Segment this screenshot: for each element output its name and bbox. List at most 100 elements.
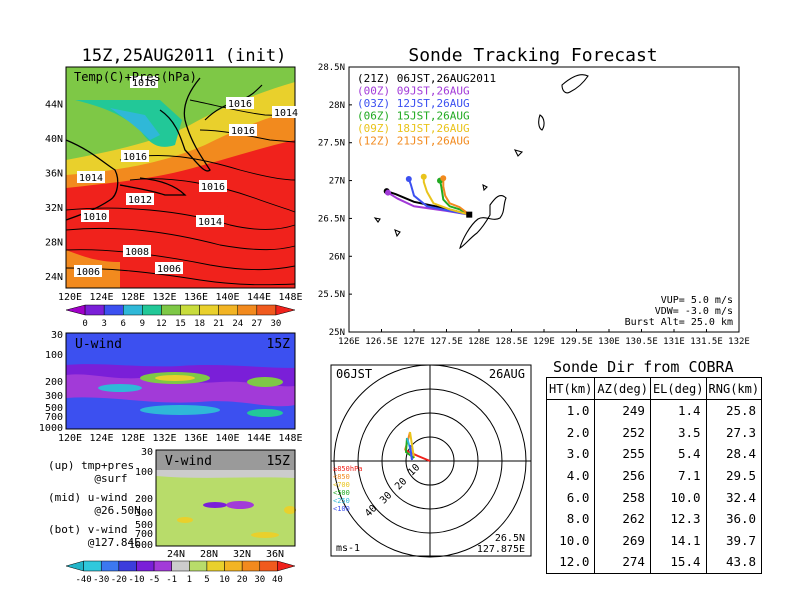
pressure-legend-entry: <500 bbox=[333, 489, 350, 497]
isobar-label: 1016 bbox=[231, 126, 255, 137]
table-cell: 27.3 bbox=[705, 421, 763, 444]
table-cell: 10.0 bbox=[545, 529, 596, 552]
polar-right-label: 26AUG bbox=[489, 367, 525, 381]
colorbar-swatch bbox=[277, 560, 296, 572]
table-cell: 3.5 bbox=[649, 421, 707, 444]
polar-units: ms-1 bbox=[336, 543, 360, 554]
table-cell: 274 bbox=[594, 551, 651, 574]
track-x-tick: 129E bbox=[533, 337, 555, 347]
colorbar-tick: 0 bbox=[82, 319, 87, 329]
colorbar-tick: -5 bbox=[149, 575, 160, 585]
track-legend: (21Z) 06JST,26AUG2011(00Z) 09JST,26AUG(0… bbox=[357, 72, 496, 148]
table-row: 10.0 269 14.1 39.7 bbox=[545, 529, 763, 552]
table-row: 8.0 262 12.3 36.0 bbox=[545, 507, 763, 530]
legend-entry: (12Z) 21JST,26AUG bbox=[357, 135, 470, 148]
table-header-row: HT(km) AZ(deg) EL(deg) RNG(km) bbox=[545, 377, 763, 400]
colorbar-tick: 9 bbox=[140, 319, 145, 329]
u-wind-time: 15Z bbox=[267, 337, 291, 352]
track-line bbox=[407, 178, 470, 216]
colorbar-tick: 30 bbox=[254, 575, 265, 585]
temperature-pressure-map: 1016 1016 1014 1016 1016 1014 1012 1016 1010 1014… bbox=[45, 66, 303, 303]
colorbar-tick: 40 bbox=[272, 575, 283, 585]
colorbar-tick: -1 bbox=[166, 575, 177, 585]
map-x-tick: 124E bbox=[89, 292, 113, 303]
pressure-legend-entry: ≥850hPa bbox=[333, 465, 363, 473]
map-x-tick: 128E bbox=[121, 292, 145, 303]
colorbar-tick: 6 bbox=[121, 319, 126, 329]
colorbar-tick: 10 bbox=[219, 575, 230, 585]
v-wind-y-tick: 300 bbox=[135, 508, 153, 519]
table-row: 6.0 258 10.0 32.4 bbox=[545, 486, 763, 508]
table-cell: 25.8 bbox=[705, 399, 763, 422]
colorbar-swatch bbox=[153, 560, 172, 572]
u-wind-x-tick: 128E bbox=[121, 433, 145, 444]
track-y-ticks: 25N 25.5N 26N 26.5N 27N 27.5N 28N 28.5N bbox=[318, 63, 352, 338]
v-wind-x-tick: 24N bbox=[167, 549, 185, 560]
colorbar-tick: 20 bbox=[237, 575, 248, 585]
table-header-cell: EL(deg) bbox=[649, 377, 707, 400]
isobar-label: 1016 bbox=[123, 152, 147, 163]
legend-entry: (21Z) 06JST,26AUG2011 bbox=[357, 72, 496, 85]
track-x-tick: 128E bbox=[468, 337, 490, 347]
table-cell: 252 bbox=[594, 421, 651, 444]
colorbar-swatch bbox=[123, 304, 143, 316]
isobar-label: 1010 bbox=[83, 212, 107, 223]
track-y-tick: 28.5N bbox=[318, 63, 345, 73]
note-bot: (bot) v-wind @127.84E bbox=[48, 523, 141, 549]
colorbar-swatch bbox=[136, 560, 155, 572]
u-wind-x-tick: 132E bbox=[152, 433, 176, 444]
table-cell: 29.5 bbox=[705, 464, 763, 487]
table-cell: 258 bbox=[594, 486, 651, 508]
map-y-tick: 40N bbox=[45, 134, 63, 145]
u-wind-x-tick: 148E bbox=[278, 433, 302, 444]
track-y-tick: 27N bbox=[329, 177, 345, 187]
map-x-tick: 144E bbox=[247, 292, 271, 303]
pressure-legend-entry: <100 bbox=[333, 505, 350, 513]
u-wind-y-tick: 700 bbox=[45, 412, 63, 423]
track-end-point bbox=[405, 176, 412, 183]
colorbar-swatch bbox=[161, 304, 181, 316]
table-header-cell: AZ(deg) bbox=[594, 377, 651, 400]
table-row: 1.0 249 1.4 25.8 bbox=[545, 399, 763, 422]
sonde-tracks bbox=[383, 173, 473, 218]
table-cell: 28.4 bbox=[705, 443, 763, 465]
table-cell: 15.4 bbox=[649, 551, 707, 574]
polar-left-label: 06JST bbox=[336, 367, 372, 381]
track-y-tick: 28N bbox=[329, 101, 345, 111]
map-x-tick: 132E bbox=[152, 292, 176, 303]
wind-colorbar: -40 -30 -20 -10 -5 -1 1 5 10 20 30 40 bbox=[65, 560, 296, 585]
colorbar-tick: -20 bbox=[111, 575, 127, 585]
map-x-tick: 148E bbox=[278, 292, 302, 303]
left-panel-title: 15Z,25AUG2011 (init) bbox=[82, 46, 287, 66]
track-line bbox=[442, 178, 470, 216]
table-row: 4.0 256 7.1 29.5 bbox=[545, 464, 763, 487]
u-wind-x-tick: 144E bbox=[247, 433, 271, 444]
table-cell: 12.3 bbox=[649, 507, 707, 530]
track-y-tick: 26.5N bbox=[318, 214, 345, 224]
table-header-cell: HT(km) bbox=[545, 377, 596, 400]
colorbar-tick: 27 bbox=[251, 319, 262, 329]
table-cell: 43.8 bbox=[705, 551, 763, 574]
u-wind-x-tick: 124E bbox=[89, 433, 113, 444]
map-y-tick: 28N bbox=[45, 238, 63, 249]
table-cell: 2.0 bbox=[545, 421, 596, 444]
track-annotation: Burst Alt= 25.0 km bbox=[625, 317, 733, 328]
track-line bbox=[439, 180, 470, 216]
table-cell: 32.4 bbox=[705, 486, 763, 508]
note-up: (up) tmp+pres @surf bbox=[48, 459, 135, 485]
map-y-ticks: 24N 28N 32N 36N 40N 44N bbox=[45, 100, 63, 284]
colorbar-swatch bbox=[103, 304, 124, 316]
u-wind-y-tick: 100 bbox=[45, 350, 63, 361]
track-annotation: VDW= -3.0 m/s bbox=[655, 306, 733, 317]
track-y-tick: 26N bbox=[329, 252, 345, 262]
isobar-label: 1016 bbox=[132, 78, 156, 89]
colorbar-swatch bbox=[84, 304, 105, 316]
colorbar-tick: -30 bbox=[93, 575, 109, 585]
colorbar-swatch bbox=[218, 304, 238, 316]
colorbar-swatch bbox=[275, 304, 296, 316]
